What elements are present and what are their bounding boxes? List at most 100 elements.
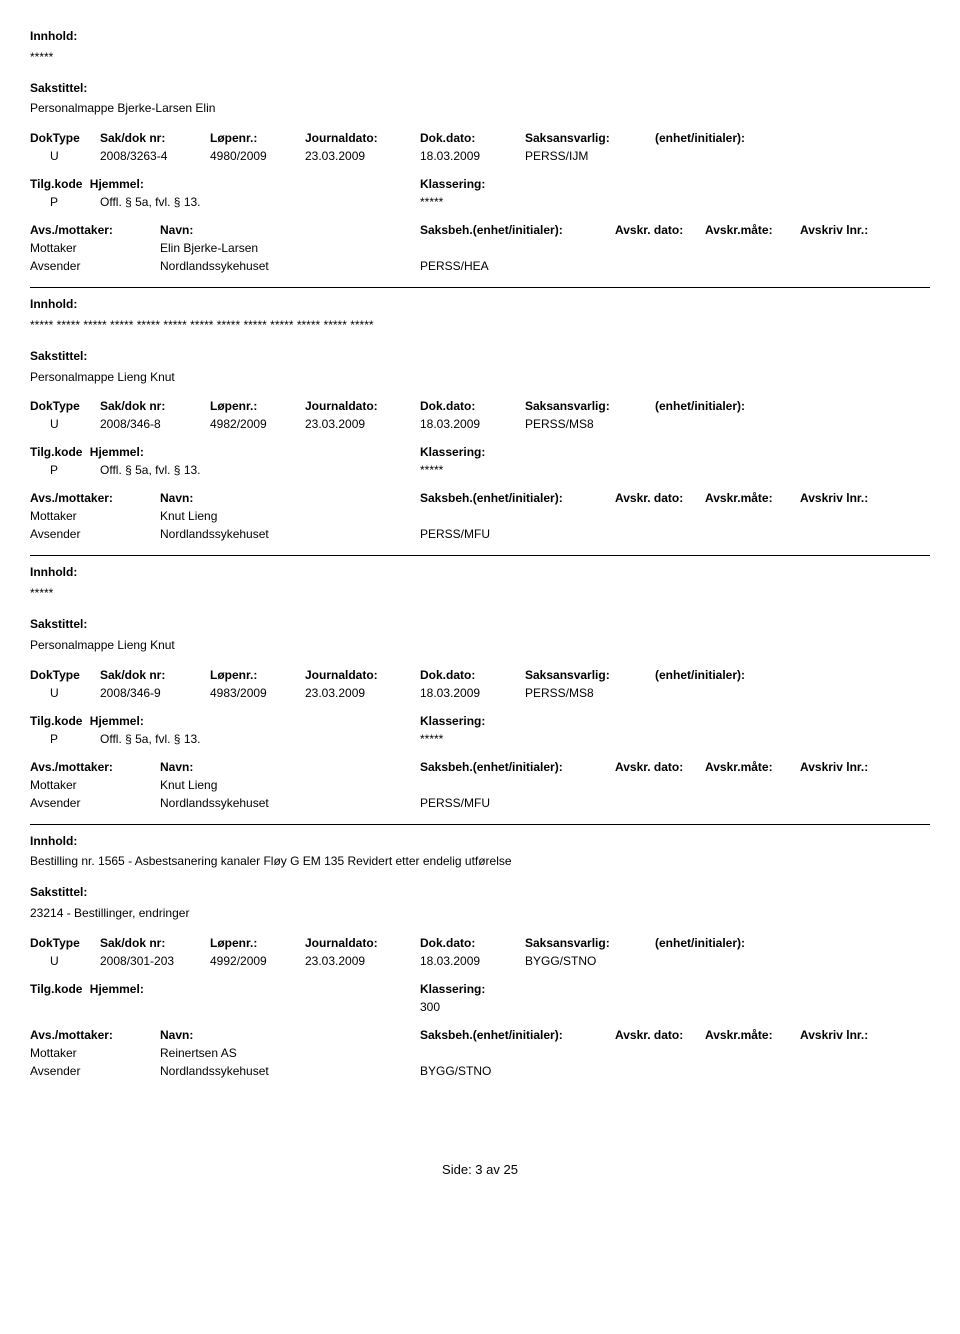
saksansvarlig-value: PERSS/MS8 [525,686,655,700]
avskrdato-label: Avskr. dato: [615,1028,705,1042]
lopenr-value: 4980/2009 [210,149,305,163]
lopenr-header: Løpenr.: [210,399,305,413]
doktype-value: U [50,149,100,163]
journaldato-header: Journaldato: [305,399,420,413]
sakdok-value: 2008/3263-4 [100,149,210,163]
tilgkode-label: Tilg.kode [30,177,82,191]
journal-entry: Innhold: ***** ***** ***** ***** ***** *… [30,288,930,555]
data-row: U 2008/301-203 4992/2009 23.03.2009 18.0… [30,954,930,968]
saksbeh-label: Saksbeh.(enhet/initialer): [420,760,615,774]
avsender-label: Avsender [30,527,160,541]
sakdok-value: 2008/301-203 [100,954,210,968]
avskrmote-label: Avskr.måte: [705,1028,800,1042]
innhold-label: Innhold: [30,296,930,313]
navn-label: Navn: [160,223,420,237]
sakstittel-value: Personalmappe Bjerke-Larsen Elin [30,100,930,117]
tilg-row: Tilg.kode Hjemmel: Klassering: [30,177,930,191]
saksansvarlig-value: BYGG/STNO [525,954,655,968]
doktype-header: DokType [30,668,100,682]
journal-entry: Innhold: ***** Sakstittel: Personalmappe… [30,556,930,823]
avskrmote-label: Avskr.måte: [705,491,800,505]
avsender-row: Avsender Nordlandssykehuset BYGG/STNO [30,1064,930,1078]
avskrdato-label: Avskr. dato: [615,491,705,505]
avskrdato-label: Avskr. dato: [615,760,705,774]
tilg-values: P Offl. § 5a, fvl. § 13. ***** [30,195,930,209]
dokdato-header: Dok.dato: [420,399,525,413]
doktype-value: U [50,954,100,968]
contact-headers: Avs./mottaker: Navn: Saksbeh.(enhet/init… [30,491,930,505]
hjemmel-value: Offl. § 5a, fvl. § 13. [100,195,420,209]
saksbeh-value: PERSS/MFU [420,796,490,810]
hjemmel-value: Offl. § 5a, fvl. § 13. [100,732,420,746]
mottaker-label: Mottaker [30,778,160,792]
saksansvarlig-header: Saksansvarlig: [525,399,655,413]
avskrmote-label: Avskr.måte: [705,223,800,237]
tilg-values: P Offl. § 5a, fvl. § 13. ***** [30,732,930,746]
doktype-header: DokType [30,936,100,950]
hjemmel-label: Hjemmel: [90,177,144,191]
column-headers: DokType Sak/dok nr: Løpenr.: Journaldato… [30,131,930,145]
sakstittel-label: Sakstittel: [30,348,930,365]
sakstittel-label: Sakstittel: [30,884,930,901]
sakdok-header: Sak/dok nr: [100,399,210,413]
klassering-label: Klassering: [420,982,485,996]
avsender-value: Nordlandssykehuset [160,1064,420,1078]
avsmottaker-label: Avs./mottaker: [30,760,160,774]
journaldato-value: 23.03.2009 [305,149,420,163]
avsmottaker-label: Avs./mottaker: [30,1028,160,1042]
doktype-value: U [50,686,100,700]
dokdato-value: 18.03.2009 [420,954,525,968]
saksansvarlig-value: PERSS/IJM [525,149,655,163]
hjemmel-label: Hjemmel: [90,445,144,459]
contact-headers: Avs./mottaker: Navn: Saksbeh.(enhet/init… [30,760,930,774]
saksansvarlig-value: PERSS/MS8 [525,417,655,431]
lopenr-value: 4983/2009 [210,686,305,700]
journaldato-header: Journaldato: [305,668,420,682]
avsender-row: Avsender Nordlandssykehuset PERSS/MFU [30,527,930,541]
mottaker-value: Reinertsen AS [160,1046,237,1060]
tilgkode-label: Tilg.kode [30,714,82,728]
saksbeh-label: Saksbeh.(enhet/initialer): [420,491,615,505]
journal-entry: Innhold: ***** Sakstittel: Personalmappe… [30,20,930,287]
hjemmel-label: Hjemmel: [90,714,144,728]
avskrivlnr-label: Avskriv lnr.: [800,491,868,505]
sakstittel-label: Sakstittel: [30,616,930,633]
lopenr-value: 4982/2009 [210,417,305,431]
mottaker-label: Mottaker [30,241,160,255]
mottaker-row: Mottaker Elin Bjerke-Larsen [30,241,930,255]
innhold-label: Innhold: [30,833,930,850]
innhold-value: ***** [30,585,930,602]
klassering-value: ***** [420,463,443,477]
contact-headers: Avs./mottaker: Navn: Saksbeh.(enhet/init… [30,223,930,237]
mottaker-label: Mottaker [30,509,160,523]
column-headers: DokType Sak/dok nr: Løpenr.: Journaldato… [30,668,930,682]
journaldato-value: 23.03.2009 [305,954,420,968]
saksbeh-label: Saksbeh.(enhet/initialer): [420,1028,615,1042]
tilgkode-label: Tilg.kode [30,445,82,459]
tilgkode-value: P [50,195,100,209]
tilgkode-value: P [50,463,100,477]
saksbeh-label: Saksbeh.(enhet/initialer): [420,223,615,237]
journaldato-header: Journaldato: [305,131,420,145]
dokdato-header: Dok.dato: [420,668,525,682]
saksansvarlig-header: Saksansvarlig: [525,668,655,682]
mottaker-row: Mottaker Knut Lieng [30,778,930,792]
enhet-header: (enhet/initialer): [655,668,745,682]
lopenr-value: 4992/2009 [210,954,305,968]
innhold-label: Innhold: [30,28,930,45]
avsender-value: Nordlandssykehuset [160,259,420,273]
avsender-value: Nordlandssykehuset [160,527,420,541]
enhet-header: (enhet/initialer): [655,131,745,145]
avsender-value: Nordlandssykehuset [160,796,420,810]
enhet-header: (enhet/initialer): [655,399,745,413]
avsmottaker-label: Avs./mottaker: [30,491,160,505]
innhold-label: Innhold: [30,564,930,581]
klassering-label: Klassering: [420,177,485,191]
column-headers: DokType Sak/dok nr: Løpenr.: Journaldato… [30,936,930,950]
sakdok-header: Sak/dok nr: [100,668,210,682]
mottaker-label: Mottaker [30,1046,160,1060]
avskrmote-label: Avskr.måte: [705,760,800,774]
saksansvarlig-header: Saksansvarlig: [525,936,655,950]
mottaker-row: Mottaker Reinertsen AS [30,1046,930,1060]
data-row: U 2008/346-9 4983/2009 23.03.2009 18.03.… [30,686,930,700]
